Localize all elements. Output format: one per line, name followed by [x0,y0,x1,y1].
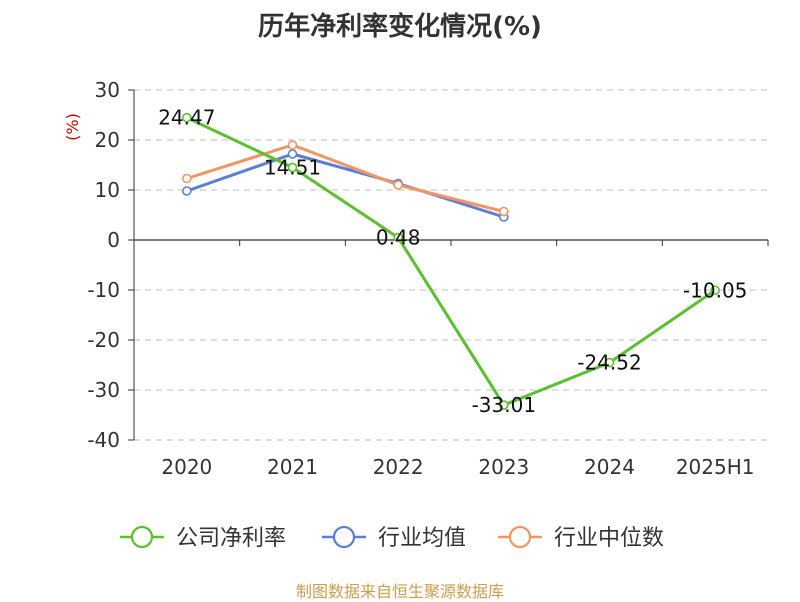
x-tick-label: 2023 [478,455,529,479]
series-line [186,143,505,213]
legend-marker-icon [332,525,356,549]
x-tick-label: 2025H1 [676,455,755,479]
data-point [287,149,298,159]
data-labels: 24.47 14.51 0.48 -33.01 -24.52 -10.05 [158,106,747,417]
chart-title: 历年净利率变化情况(%) [258,12,542,42]
y-tick-label: -20 [87,328,120,352]
data-label: 24.47 [158,106,215,130]
y-tick-label: 0 [107,228,120,252]
data-point [710,285,720,296]
data-point [604,357,615,368]
legend: 公司净利率 行业均值 行业中位数 [120,525,664,551]
x-tick-label: 2022 [373,455,424,479]
data-point [499,206,509,217]
data-point [393,180,403,190]
data-label: -33.01 [472,393,536,417]
series-line [186,152,505,219]
series-line [186,116,717,407]
legend-marker-icon [508,525,532,549]
legend-marker-icon [130,525,154,549]
x-tick-label: 2021 [267,455,318,479]
data-point [287,162,298,173]
data-point [287,140,298,150]
axes: 30 20 10 0 -10 -20 -30 -40 2020 2021 2022 2023 2024 2… [87,78,769,479]
data-point [182,112,192,123]
y-tick-label: -10 [87,278,120,302]
series-lines [182,112,720,410]
grid-lines [134,89,768,441]
data-label: 14.51 [264,155,321,179]
legend-label: 公司净利率 [176,526,286,551]
y-tick-label: 10 [95,178,120,202]
data-label: 0.48 [376,226,421,250]
y-tick-label: 30 [95,78,120,102]
x-tick-label: 2020 [161,455,212,479]
data-point [182,186,192,196]
data-label: -10.05 [683,278,747,302]
y-tick-label: -40 [87,428,120,452]
data-label: -24.52 [577,351,641,375]
legend-label: 行业均值 [378,526,466,551]
y-tick-label: 20 [95,128,120,152]
legend-label: 行业中位数 [554,526,664,551]
data-point [182,173,192,184]
y-tick-label: -30 [87,378,120,402]
source-note: 制图数据来自恒生聚源数据库 [295,582,504,601]
data-point [393,232,403,243]
y-axis-label: (%) [63,113,82,141]
data-point [499,400,509,410]
x-tick-label: 2024 [584,455,635,479]
